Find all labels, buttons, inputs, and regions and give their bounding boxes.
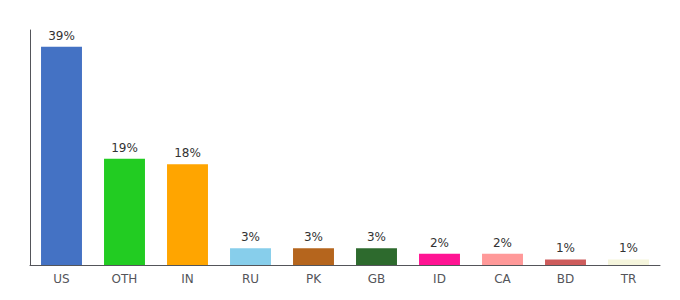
svg-text:CA: CA — [494, 272, 511, 286]
svg-text:18%: 18% — [174, 146, 201, 160]
svg-text:TR: TR — [620, 272, 637, 286]
svg-text:ID: ID — [433, 272, 446, 286]
svg-text:3%: 3% — [304, 230, 323, 244]
svg-text:2%: 2% — [430, 236, 449, 250]
svg-text:BD: BD — [557, 272, 574, 286]
svg-text:39%: 39% — [48, 29, 75, 43]
svg-text:3%: 3% — [241, 230, 260, 244]
svg-text:OTH: OTH — [112, 272, 138, 286]
svg-text:PK: PK — [306, 272, 322, 286]
svg-text:GB: GB — [368, 272, 386, 286]
svg-text:2%: 2% — [493, 236, 512, 250]
svg-text:19%: 19% — [111, 141, 138, 155]
svg-text:3%: 3% — [367, 230, 386, 244]
svg-text:RU: RU — [242, 272, 259, 286]
svg-text:1%: 1% — [619, 241, 638, 255]
svg-text:IN: IN — [181, 272, 194, 286]
svg-text:1%: 1% — [556, 241, 575, 255]
svg-text:US: US — [53, 272, 69, 286]
